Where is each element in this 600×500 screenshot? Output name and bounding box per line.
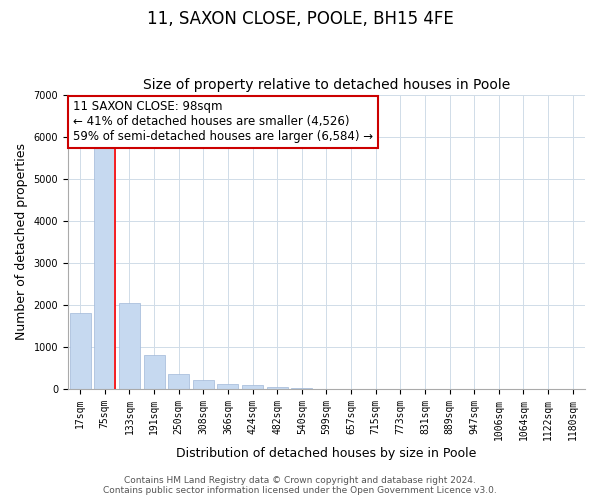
Text: Contains HM Land Registry data © Crown copyright and database right 2024.
Contai: Contains HM Land Registry data © Crown c… — [103, 476, 497, 495]
Y-axis label: Number of detached properties: Number of detached properties — [15, 144, 28, 340]
Bar — [70, 314, 91, 389]
Text: 11 SAXON CLOSE: 98sqm
← 41% of detached houses are smaller (4,526)
59% of semi-d: 11 SAXON CLOSE: 98sqm ← 41% of detached … — [73, 100, 373, 144]
Bar — [217, 384, 238, 389]
Bar — [168, 374, 189, 389]
Bar — [316, 388, 337, 389]
Bar — [143, 354, 164, 389]
Bar — [94, 147, 115, 389]
Text: 11, SAXON CLOSE, POOLE, BH15 4FE: 11, SAXON CLOSE, POOLE, BH15 4FE — [146, 10, 454, 28]
Title: Size of property relative to detached houses in Poole: Size of property relative to detached ho… — [143, 78, 510, 92]
Bar — [267, 386, 287, 389]
Bar — [193, 380, 214, 389]
X-axis label: Distribution of detached houses by size in Poole: Distribution of detached houses by size … — [176, 447, 476, 460]
Bar — [292, 388, 312, 389]
Bar — [119, 303, 140, 389]
Bar — [242, 385, 263, 389]
